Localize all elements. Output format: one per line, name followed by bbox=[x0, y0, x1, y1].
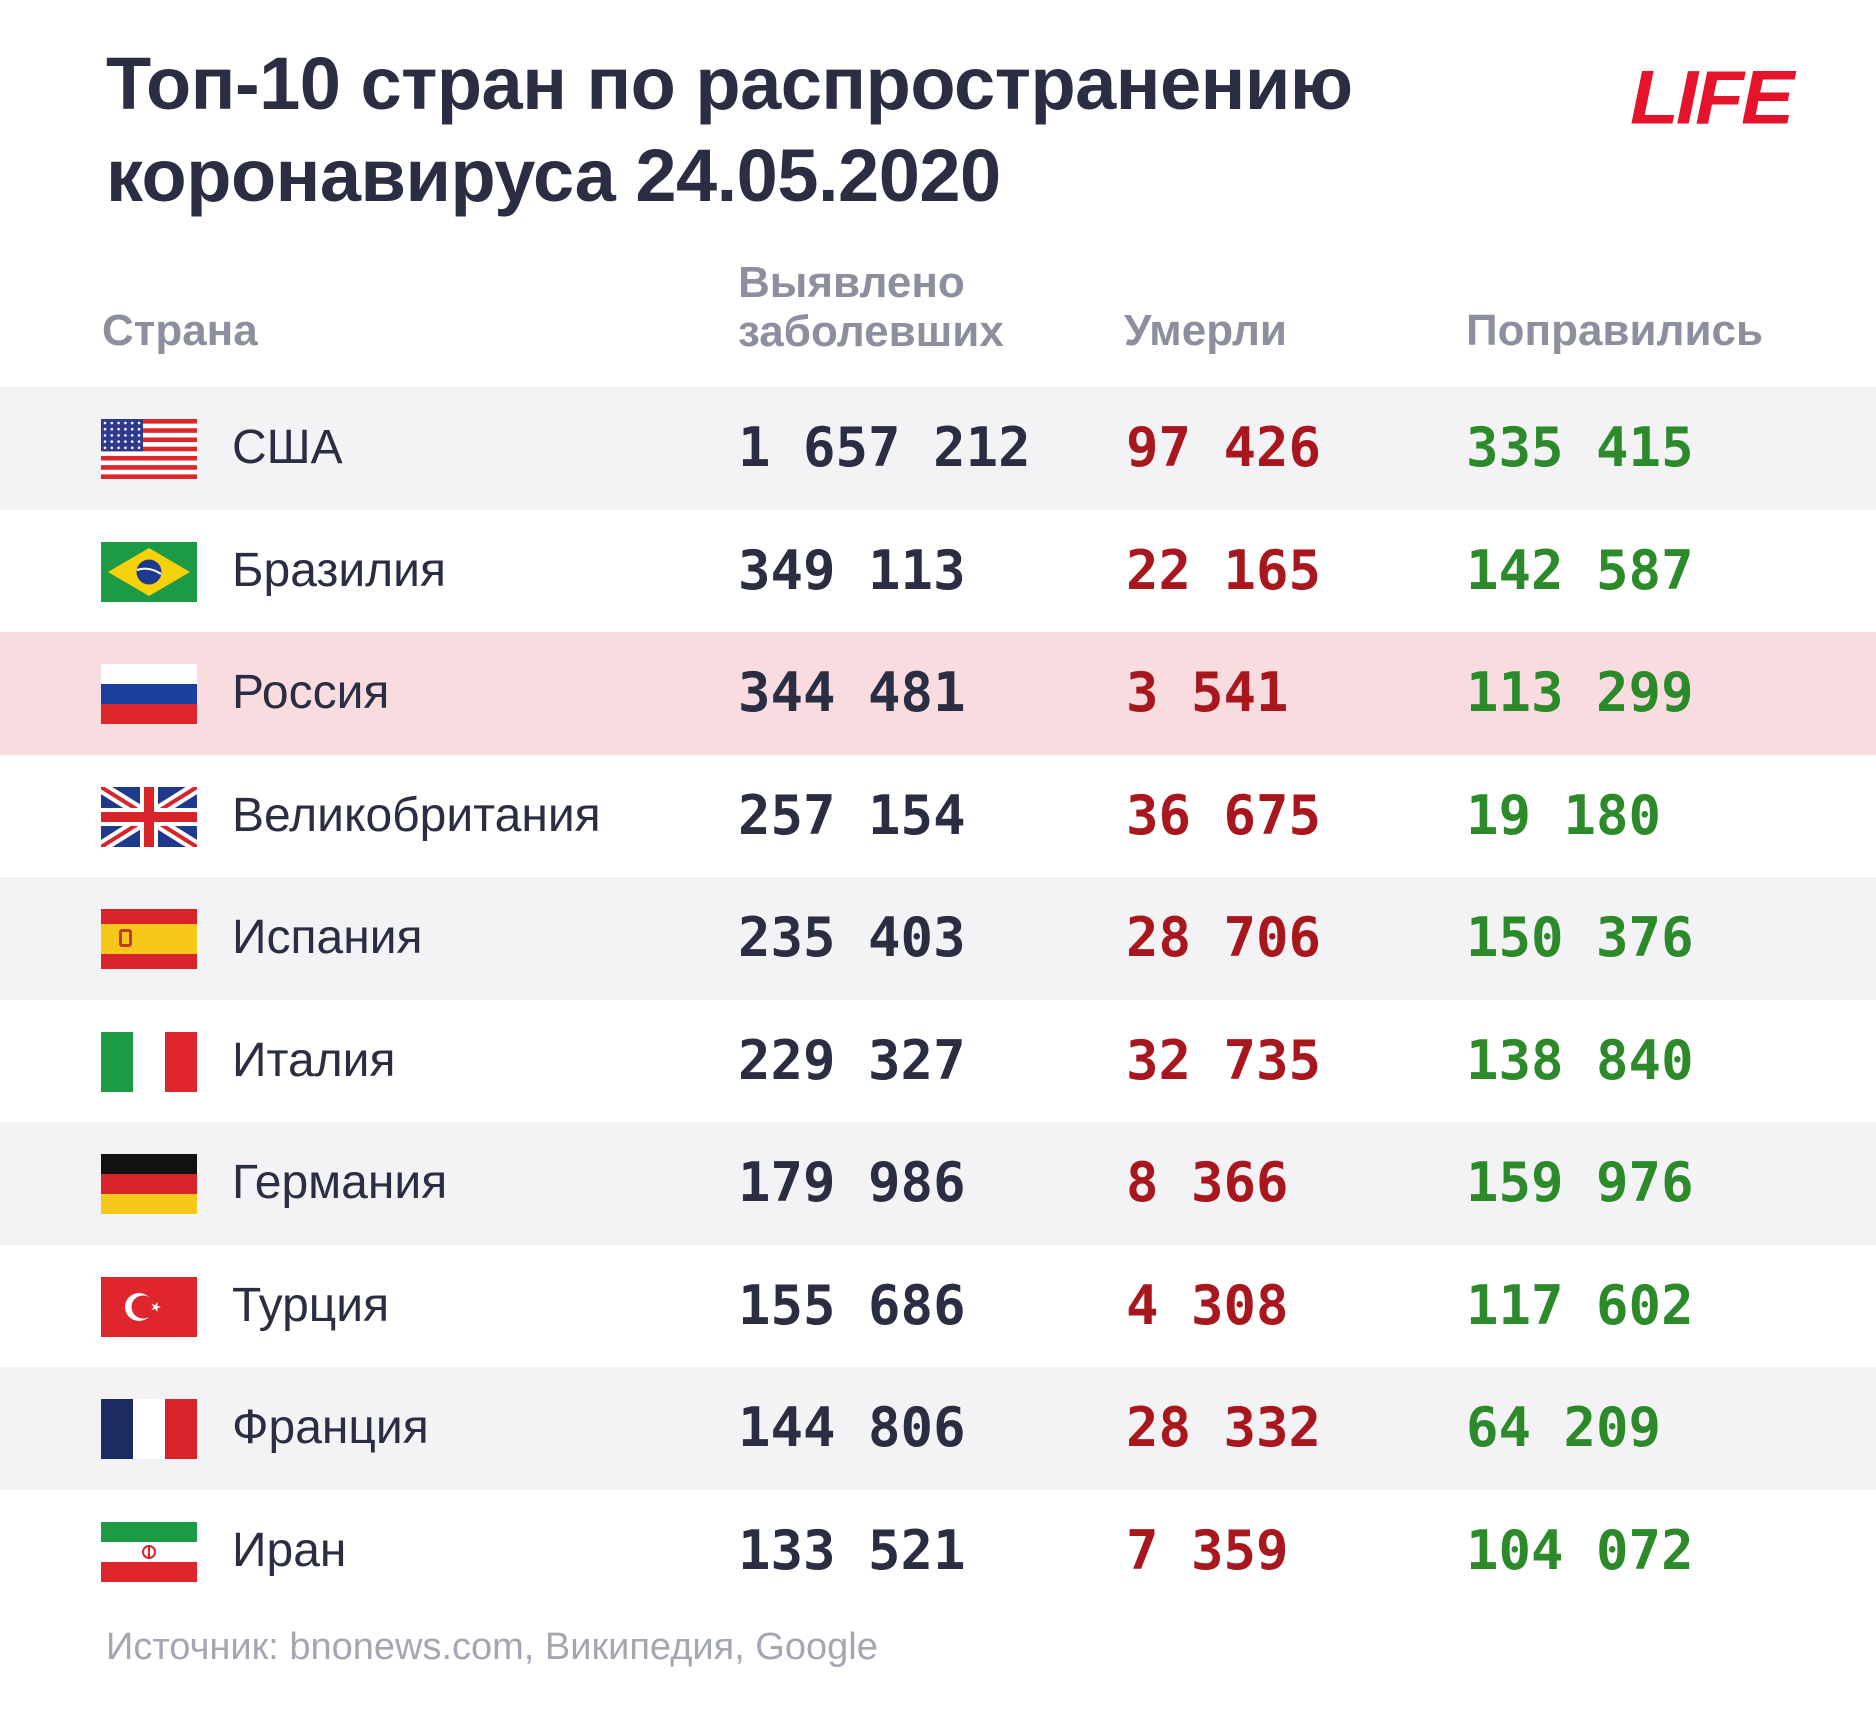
recovered-value: 64 209 bbox=[1466, 1396, 1662, 1459]
cases-value: 349 113 bbox=[738, 538, 966, 602]
life-logo: LIFE bbox=[1630, 55, 1794, 140]
table-row: Бразилия 349 113 22 165 142 587 bbox=[0, 510, 1876, 633]
recovered-value: 150 376 bbox=[1466, 906, 1694, 969]
cases-value: 229 327 bbox=[738, 1028, 966, 1092]
table-row: Франция 144 806 28 332 64 209 bbox=[0, 1367, 1876, 1490]
recovered-value: 19 180 bbox=[1466, 783, 1662, 847]
country-name: Германия bbox=[232, 1156, 448, 1209]
brazil-flag-icon bbox=[101, 541, 197, 602]
uk-flag-icon bbox=[97, 781, 201, 852]
table-row: Россия 344 481 3 541 113 299 bbox=[0, 632, 1876, 755]
header-deaths: Умерли bbox=[1124, 306, 1287, 355]
table-body: США 1 657 212 97 426 335 415 Бразилия 349 113… bbox=[0, 387, 1876, 1612]
header-cases-line-1: Выявлено bbox=[738, 258, 965, 307]
cases-value: 144 806 bbox=[738, 1396, 966, 1459]
header-recovered: Поправились bbox=[1466, 306, 1764, 355]
table-row: Турция 155 686 4 308 117 602 bbox=[0, 1245, 1876, 1368]
russia-flag-icon bbox=[101, 664, 197, 724]
chart-title: Топ-10 стран по распространению коронави… bbox=[106, 38, 1526, 222]
table-row: Испания 235 403 28 706 150 376 bbox=[0, 877, 1876, 1000]
deaths-value: 8 366 bbox=[1126, 1151, 1289, 1214]
recovered-value: 335 415 bbox=[1466, 416, 1694, 479]
table-row: Великобритания 257 154 36 675 19 180 bbox=[0, 755, 1876, 878]
deaths-value: 4 308 bbox=[1126, 1273, 1289, 1337]
spain-flag-icon bbox=[101, 909, 197, 969]
country-name: Испания bbox=[232, 911, 423, 964]
recovered-value: 104 072 bbox=[1466, 1518, 1694, 1582]
cases-value: 155 686 bbox=[738, 1273, 966, 1337]
table-row: Италия 229 327 32 735 138 840 bbox=[0, 1000, 1876, 1123]
table-row: Германия 179 986 8 366 159 976 bbox=[0, 1122, 1876, 1245]
country-name: США bbox=[232, 421, 343, 474]
recovered-value: 113 299 bbox=[1466, 661, 1694, 724]
italy-flag-icon bbox=[101, 1031, 197, 1092]
table-row: США 1 657 212 97 426 335 415 bbox=[0, 387, 1876, 510]
deaths-value: 32 735 bbox=[1126, 1028, 1322, 1092]
cases-value: 179 986 bbox=[738, 1151, 966, 1214]
table-row: Иран 133 521 7 359 104 072 bbox=[0, 1490, 1876, 1613]
header-country: Страна bbox=[102, 306, 258, 355]
deaths-value: 22 165 bbox=[1126, 538, 1322, 602]
country-name: Франция bbox=[232, 1401, 429, 1454]
cases-value: 235 403 bbox=[738, 906, 966, 969]
source-note: Источник: bnonews.com, Википедия, Google bbox=[106, 1626, 878, 1668]
title-line-1: Топ-10 стран по распространению bbox=[106, 42, 1353, 125]
recovered-value: 159 976 bbox=[1466, 1151, 1694, 1214]
country-name: Россия bbox=[232, 666, 390, 719]
us-flag-icon bbox=[101, 419, 197, 479]
deaths-value: 28 332 bbox=[1126, 1396, 1322, 1459]
title-line-2: коронавируса 24.05.2020 bbox=[106, 134, 1001, 217]
iran-flag-icon bbox=[101, 1521, 197, 1582]
germany-flag-icon bbox=[101, 1154, 197, 1214]
header-cases: Выявлено заболевших bbox=[738, 258, 1004, 356]
country-name: Италия bbox=[232, 1033, 396, 1087]
cases-value: 133 521 bbox=[738, 1518, 966, 1582]
header-cases-line-2: заболевших bbox=[738, 307, 1004, 356]
cases-value: 257 154 bbox=[738, 783, 966, 847]
country-name: Турция bbox=[232, 1278, 390, 1332]
france-flag-icon bbox=[101, 1399, 197, 1459]
cases-value: 344 481 bbox=[738, 661, 966, 724]
recovered-value: 142 587 bbox=[1466, 538, 1694, 602]
cases-value: 1 657 212 bbox=[738, 416, 1031, 479]
turkey-flag-icon bbox=[101, 1276, 197, 1337]
recovered-value: 117 602 bbox=[1466, 1273, 1694, 1337]
recovered-value: 138 840 bbox=[1466, 1028, 1694, 1092]
country-name: Бразилия bbox=[232, 543, 446, 597]
deaths-value: 97 426 bbox=[1126, 416, 1322, 479]
deaths-value: 7 359 bbox=[1126, 1518, 1289, 1582]
deaths-value: 3 541 bbox=[1126, 661, 1289, 724]
country-name: Великобритания bbox=[232, 788, 601, 842]
deaths-value: 36 675 bbox=[1126, 783, 1322, 847]
deaths-value: 28 706 bbox=[1126, 906, 1322, 969]
country-name: Иран bbox=[232, 1523, 347, 1577]
